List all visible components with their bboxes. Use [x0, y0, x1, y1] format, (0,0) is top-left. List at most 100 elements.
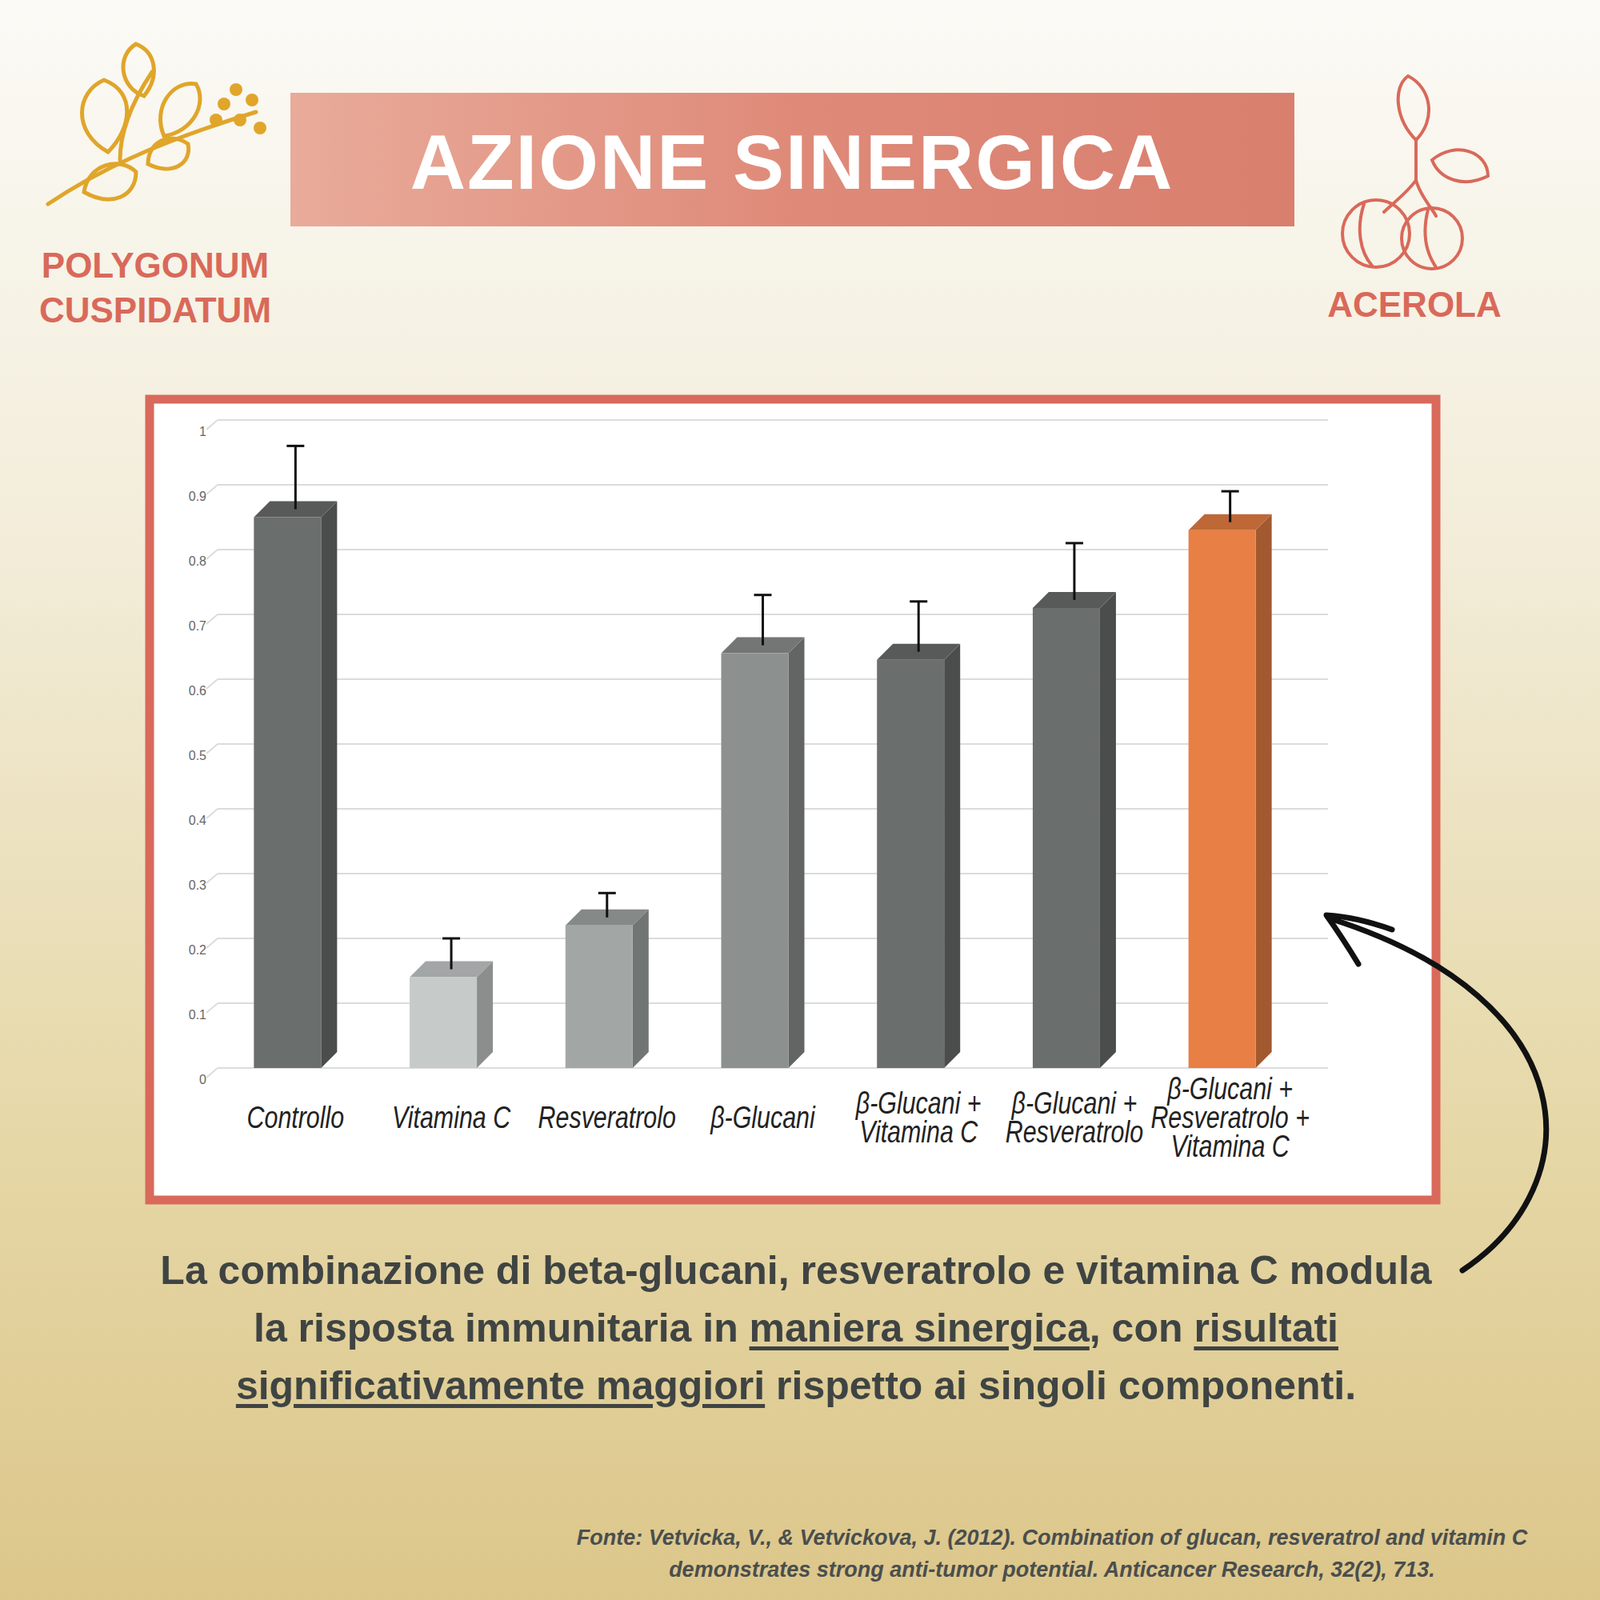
icon-flower: [253, 121, 267, 135]
tick-label: 0.1: [188, 1008, 207, 1022]
icon-leaf: [1398, 76, 1429, 140]
tick-label: 0.7: [188, 619, 207, 633]
tick-mark: [206, 549, 218, 560]
error-cap: [442, 937, 460, 940]
tick-label: 0.4: [188, 813, 207, 828]
icon-leaf: [1432, 149, 1488, 182]
tick-mark: [206, 1068, 218, 1078]
chart-frame: [149, 399, 1436, 1200]
tick-label: 1: [199, 424, 207, 439]
category-label: β-Glucani +Vitamina C: [855, 1086, 982, 1149]
source: Fonte: Vetvicka, V., & Vetvickova, J. (2…: [512, 1521, 1592, 1586]
arrow: [1326, 915, 1547, 1271]
bar: [1032, 608, 1100, 1068]
bar: [721, 653, 789, 1068]
tick-label: 0.6: [188, 684, 207, 698]
tick-mark: [206, 744, 218, 754]
category-label-line: Vitamina C: [859, 1115, 979, 1149]
tick-label: 0.9: [188, 489, 207, 504]
tick-mark: [206, 614, 218, 624]
icon-leaf: [84, 164, 136, 200]
y-axis: 0 0.1 0.2 0.3 0.4 0.5 0.6 0.7 0.8 0.9 1: [188, 420, 1328, 1087]
caption-part: rispetto ai singoli componenti.: [764, 1363, 1356, 1408]
icon-flower: [217, 97, 231, 111]
error-line: [450, 938, 453, 970]
icon-fruit-line: [1360, 204, 1436, 268]
error-bar: [286, 445, 304, 509]
error-line: [294, 445, 297, 509]
error-line: [1228, 491, 1232, 523]
error-cap: [909, 600, 928, 603]
bar: [409, 977, 477, 1068]
tick-mark: [206, 484, 218, 495]
bars: [253, 445, 1272, 1068]
bar: [253, 517, 321, 1069]
error-line: [917, 601, 920, 652]
error-cap: [286, 444, 304, 448]
tick-label: 0.3: [188, 878, 207, 892]
tick-label: 0.8: [188, 554, 207, 568]
left-label: CUSPIDATUM: [39, 290, 272, 330]
caption: La combinazione di beta-glucani, resvera…: [144, 1241, 1448, 1415]
error-line: [761, 595, 764, 646]
category-label-line: β-Glucani: [709, 1100, 816, 1135]
arrow-head: [1326, 915, 1392, 964]
error-line: [605, 892, 608, 918]
acerola-icon: [1342, 76, 1488, 269]
tick-mark: [206, 420, 218, 430]
icon-stem: [48, 112, 256, 204]
error-cap: [598, 892, 616, 895]
error-bar: [909, 601, 928, 652]
bar-side: [788, 637, 805, 1068]
error-bar: [598, 892, 616, 918]
category-label: Vitamina C: [392, 1100, 512, 1135]
title: AZIONE SINERGICA: [410, 119, 1175, 205]
icon-leaf: [82, 80, 128, 152]
x-axis: ControlloVitamina CResveratroloβ-Glucani…: [247, 1072, 1310, 1164]
category-label: β-Glucani: [709, 1100, 816, 1135]
icon-flower: [209, 113, 223, 127]
title-banner: [290, 92, 1295, 227]
tick-label: 0.2: [188, 943, 207, 957]
error-bar: [754, 595, 772, 646]
tick-mark: [206, 938, 218, 948]
grid-line: [217, 613, 1328, 616]
error-bar: [1065, 543, 1084, 600]
bar: [565, 925, 633, 1068]
source-line: demonstrates strong anti-tumor potential…: [512, 1553, 1592, 1586]
category-label: Controllo: [247, 1100, 345, 1135]
right-label: ACEROLA: [1327, 284, 1502, 324]
icon-leaf: [123, 44, 154, 96]
category-label: β-Glucani +Resveratrolo: [1005, 1086, 1144, 1149]
error-cap: [1065, 541, 1084, 544]
tick-label: 0: [199, 1072, 207, 1087]
icon-flower: [245, 93, 259, 107]
stage: AZIONE SINERGICA POLYGONUM CUSPIDATUM ACERO…: [0, 0, 1600, 1600]
tick-mark: [206, 1003, 218, 1013]
bar: [876, 660, 944, 1068]
tick-mark: [206, 873, 218, 884]
category-label: β-Glucani +Resveratrolo +Vitamina C: [1150, 1072, 1310, 1164]
tick-mark: [206, 679, 218, 689]
tick-label: 0.5: [188, 748, 207, 763]
category-label-line: Vitamina C: [392, 1100, 512, 1135]
category-label-line: Resveratrolo: [538, 1100, 676, 1135]
bar-side: [476, 961, 493, 1068]
category-label-line: Controllo: [247, 1100, 345, 1135]
icon-leaf: [160, 84, 201, 136]
caption-part: , con: [1089, 1305, 1195, 1351]
category-label-line: Resveratrolo: [1005, 1115, 1144, 1149]
icon-flower: [229, 83, 243, 96]
grid-line: [217, 484, 1328, 486]
error-bar: [442, 938, 460, 970]
bar: [1188, 530, 1256, 1068]
bar-side: [632, 909, 649, 1068]
category-label: Resveratrolo: [538, 1100, 676, 1135]
tick-mark: [206, 808, 218, 819]
left-label: POLYGONUM: [41, 245, 269, 285]
icon-flower: [233, 113, 247, 127]
source-line: Fonte: Vetvicka, V., & Vetvickova, J. (2…: [512, 1521, 1592, 1554]
grid-line: [217, 419, 1328, 421]
bar-side: [1256, 514, 1272, 1068]
arrow-shaft: [1329, 918, 1547, 1271]
